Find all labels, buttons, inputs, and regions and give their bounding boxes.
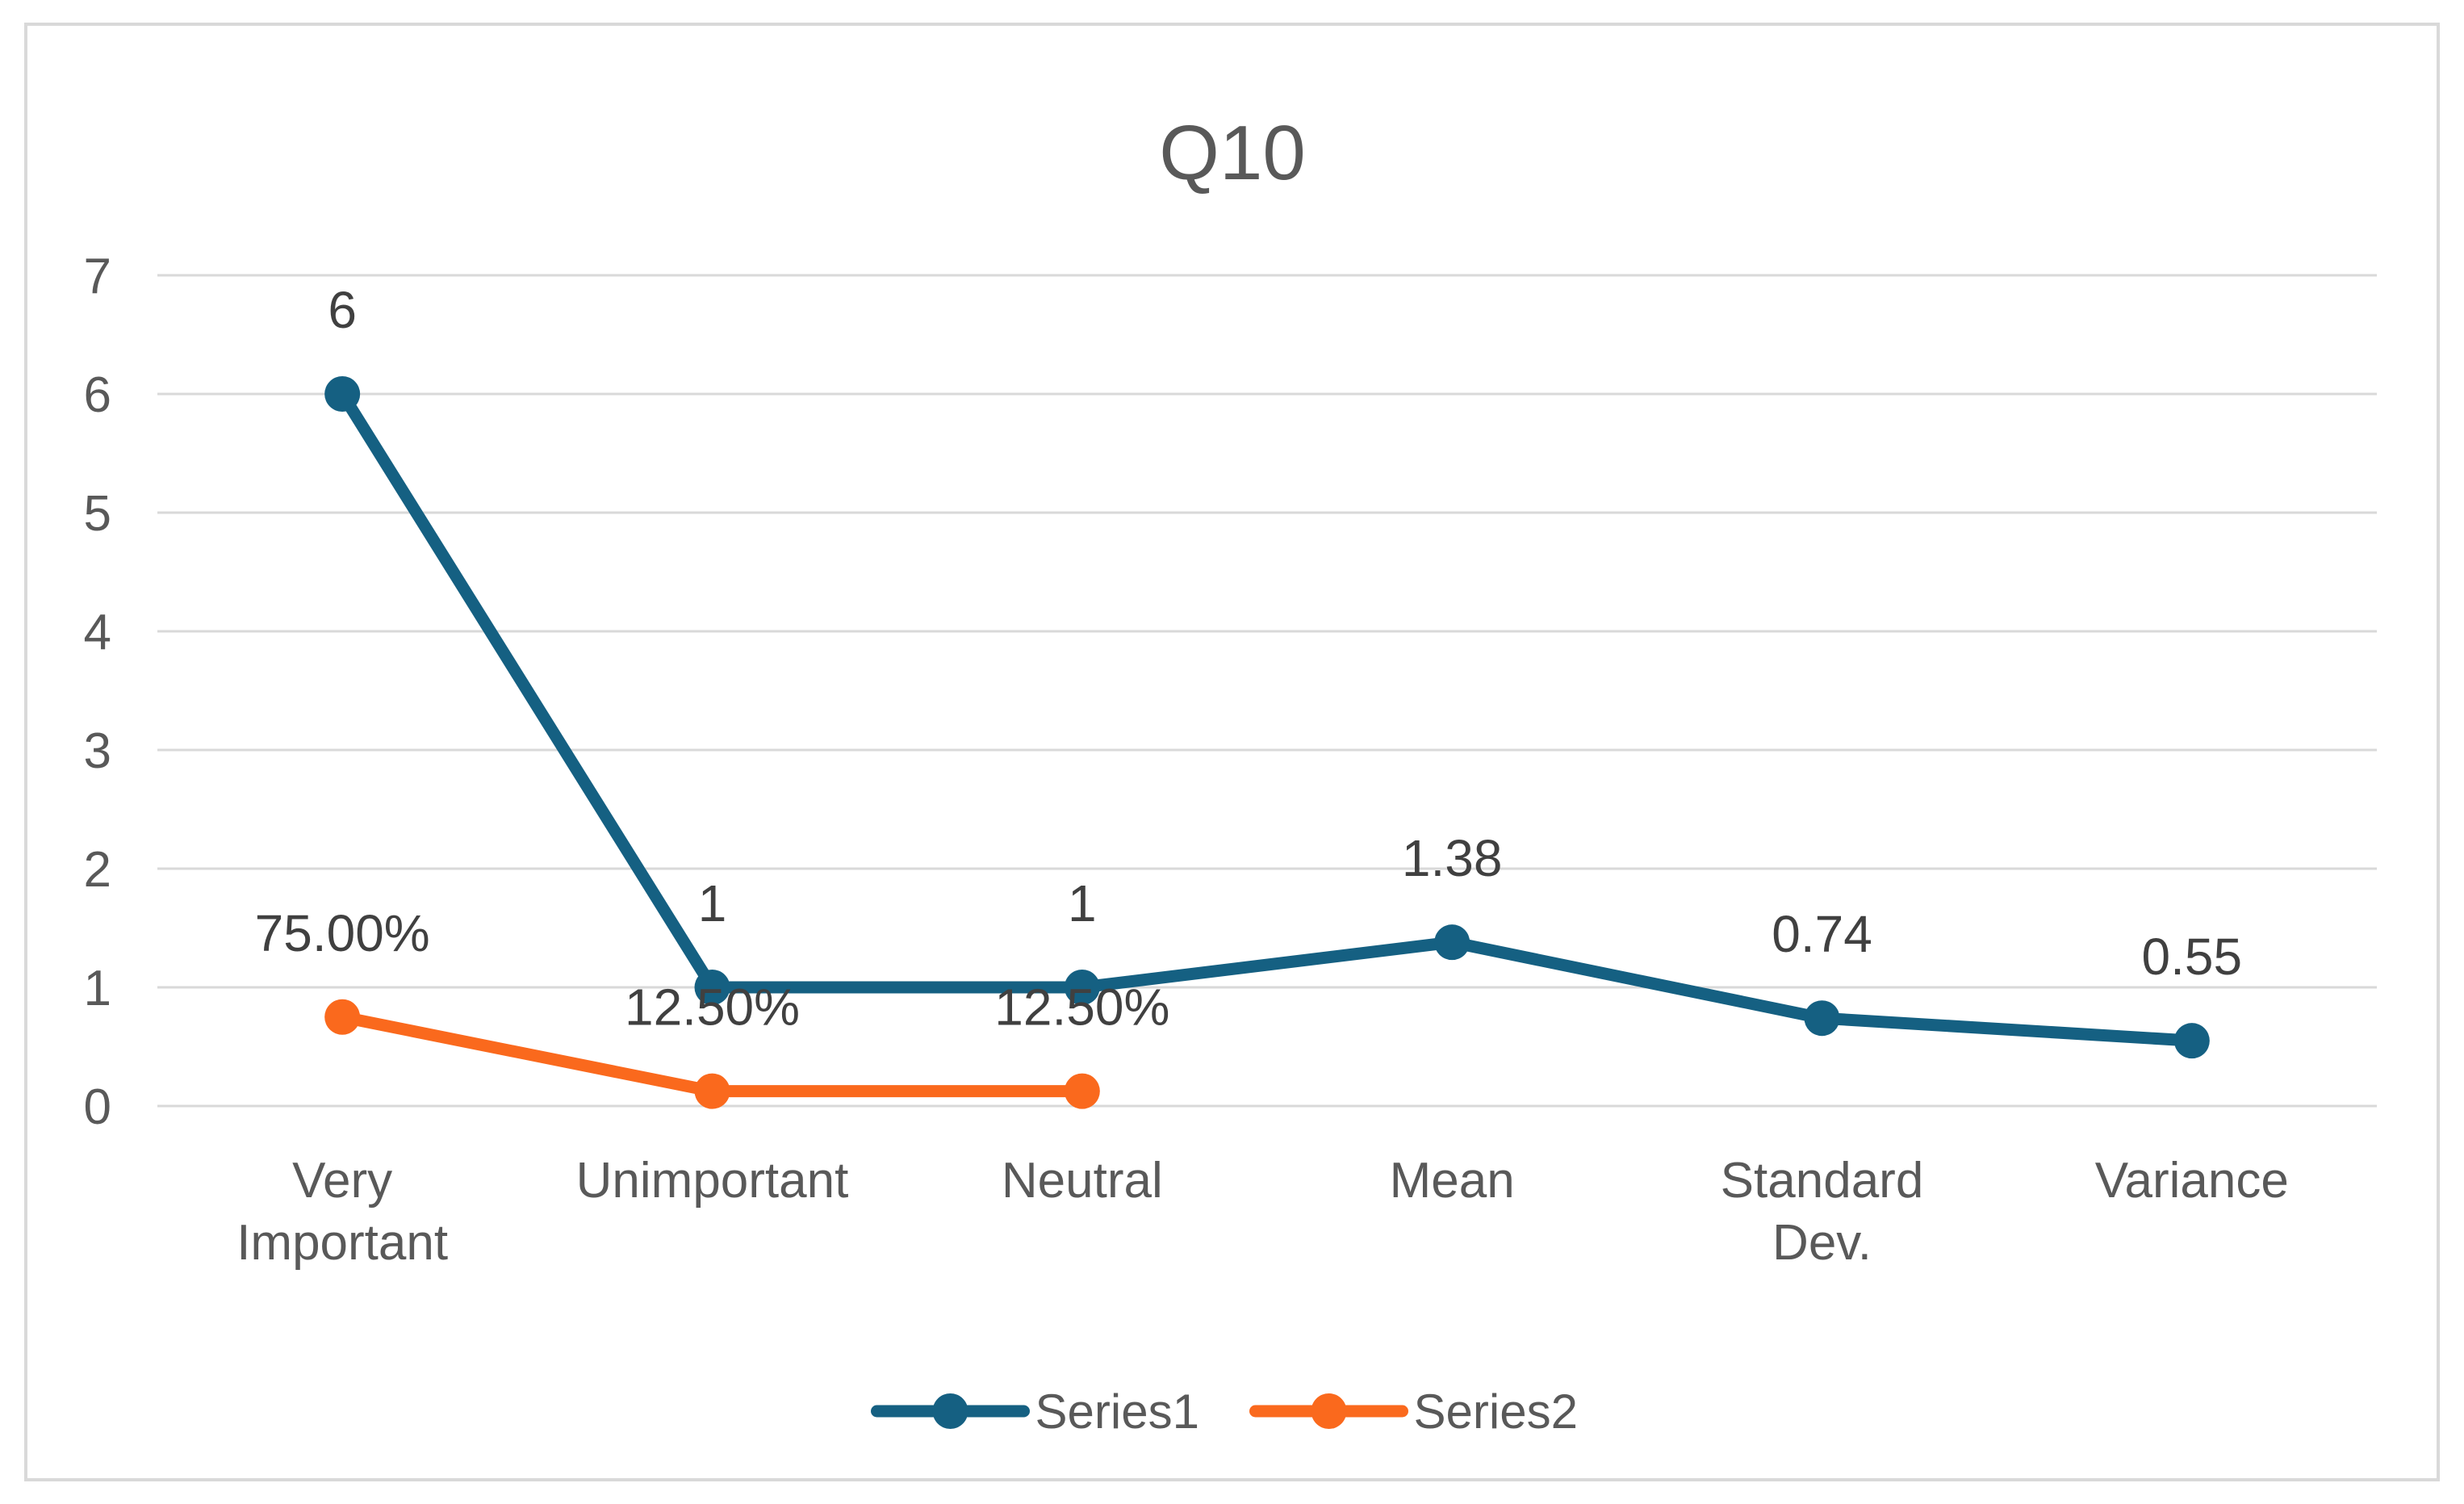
series2-data-label-2: 12.50% [994, 978, 1169, 1037]
y-tick-label-4: 4 [84, 605, 111, 660]
series1-point-3 [1434, 924, 1470, 961]
series1-point-1 [694, 970, 730, 1005]
legend: Series1 Series2 [871, 1385, 1578, 1439]
y-axis-tick-labels: 0 1 2 3 4 5 6 7 [84, 249, 111, 1135]
category-label-0: Very Important [236, 1153, 448, 1271]
series1-point-5 [2173, 1023, 2210, 1059]
legend-label-series1: Series1 [1035, 1385, 1199, 1439]
y-tick-label-0: 0 [84, 1079, 111, 1135]
series1-point-2 [1064, 970, 1100, 1005]
legend-label-series2: Series2 [1414, 1385, 1578, 1439]
series1-data-label-0: 6 [328, 281, 357, 339]
category-label-4: Standard Dev. [1721, 1153, 1924, 1271]
series2-point-1 [694, 1073, 730, 1109]
category-label-3: Mean [1390, 1153, 1515, 1209]
category-label-1: Unimportant [576, 1153, 849, 1209]
gridlines [157, 274, 2377, 1108]
y-tick-label-5: 5 [84, 486, 111, 542]
series1-data-label-5: 0.55 [2142, 928, 2243, 986]
series1-data-label-2: 1 [1068, 874, 1097, 932]
y-tick-label-2: 2 [84, 842, 111, 898]
series2-legend-marker-icon [1311, 1393, 1347, 1429]
y-tick-label-7: 7 [84, 249, 111, 304]
y-tick-label-3: 3 [84, 723, 111, 779]
series2-point-0 [324, 999, 361, 1035]
category-label-5: Variance [2095, 1153, 2289, 1209]
series1-data-label-4: 0.74 [1772, 905, 1872, 963]
series1-legend-marker-icon [932, 1393, 968, 1429]
series-plot-area [324, 376, 2210, 1109]
series1-point-4 [1804, 1000, 1840, 1037]
chart-border [24, 23, 2440, 1481]
series2-point-2 [1064, 1073, 1100, 1109]
series1-data-label-1: 1 [698, 874, 727, 932]
series1-line [336, 388, 2198, 1047]
x-axis-category-labels: Very Important Unimportant Neutral Mean Stand… [236, 1153, 2289, 1271]
series2-data-label-0: 75.00% [255, 904, 430, 962]
data-labels: 6 1 1 1.38 0.74 0.55 75.00% 12.50% 12.50% [255, 281, 2242, 1037]
y-tick-label-1: 1 [84, 961, 111, 1016]
series1-point-0 [324, 376, 361, 412]
series2-data-label-1: 12.50% [625, 978, 800, 1037]
series1-data-label-3: 1.38 [1402, 829, 1503, 887]
y-tick-label-6: 6 [84, 367, 111, 423]
legend-item-series2: Series2 [1249, 1385, 1578, 1439]
chart-title: Q10 [1159, 110, 1305, 196]
legend-item-series1: Series1 [871, 1385, 1199, 1439]
category-label-2: Neutral [1002, 1153, 1163, 1209]
